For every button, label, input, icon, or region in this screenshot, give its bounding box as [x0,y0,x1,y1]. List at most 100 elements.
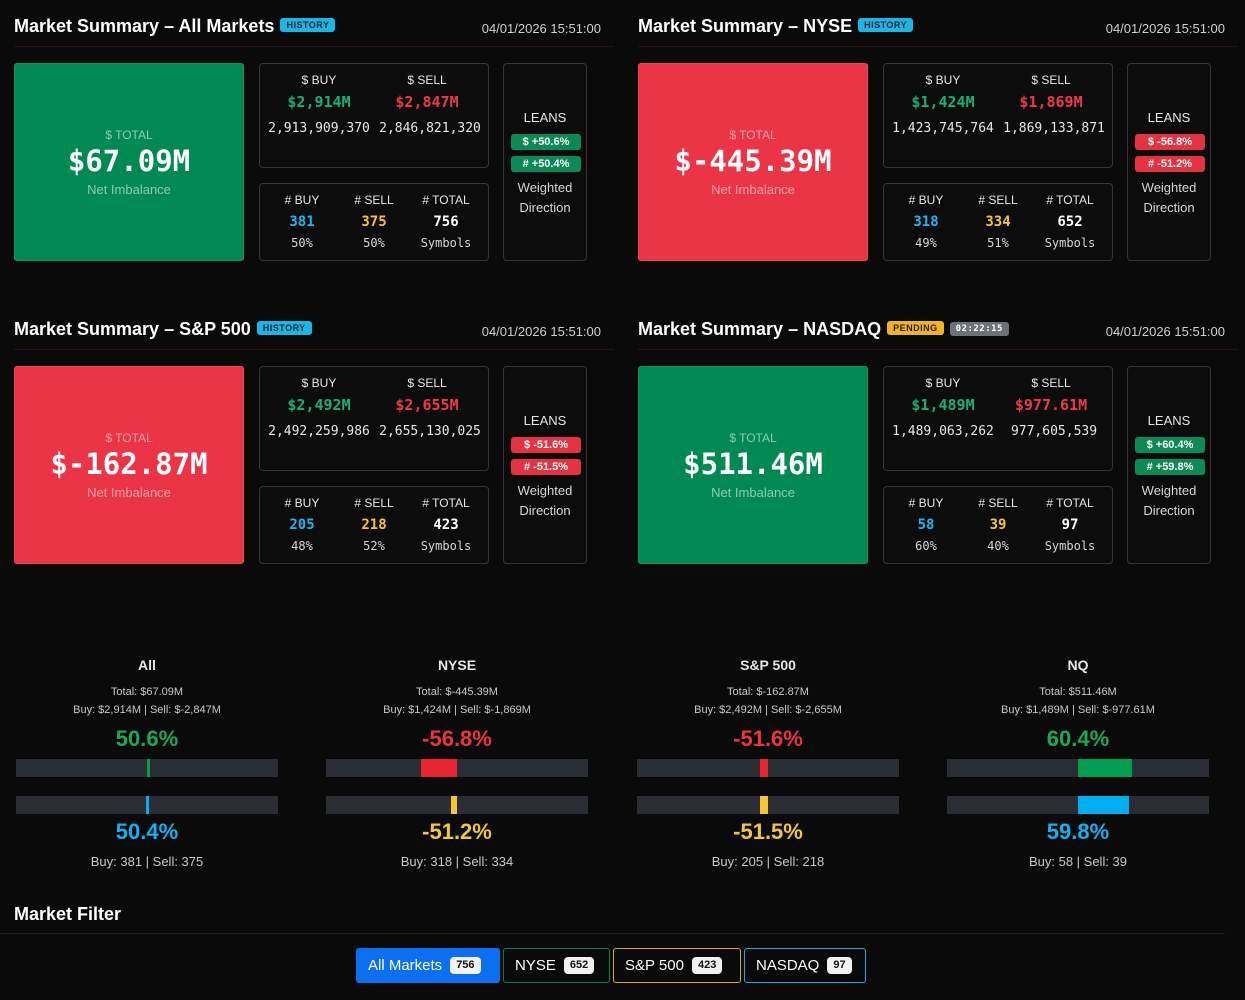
gauge-name: All [138,657,156,673]
divider [14,46,614,47]
net-imbalance-label: Net Imbalance [711,485,795,500]
count-total: 652 [1057,214,1083,230]
panel-header: Market Summary – NYSE HISTORY 04/01/2026 … [638,0,1225,36]
lean-count-badge: # +50.4% [511,156,581,172]
count-sell: 39 [989,517,1007,533]
count-sell: 218 [361,517,387,533]
total-value: $67.09M [67,144,191,178]
count-lean-bar [947,796,1209,814]
filter-sp500-button[interactable]: S&P 500 423 [613,948,741,983]
weighted-direction-label: Weighted Direction [517,483,573,518]
count-lean-fill [1078,796,1130,814]
lean-count-badge: # -51.5% [511,459,581,475]
buy-amount-label: $ BUY [925,376,961,390]
count-total: 97 [1061,517,1079,533]
pct-buy: 50% [291,236,313,250]
leans-card: LEANS $ -51.6% # -51.5% Weighted Directi… [503,366,587,564]
timestamp: 04/01/2026 15:51:00 [481,324,601,339]
lean-dollar-badge: $ +50.6% [511,134,581,150]
count-buy: 58 [917,517,935,533]
lean-dollar-badge: $ -51.6% [511,437,581,453]
dollar-card: $ BUY $ SELL $2,914M $2,847M 2,913,909,3… [259,63,489,168]
count-lean-fill [450,796,457,814]
count-buy-label: # BUY [908,193,944,207]
gauge-dollar-pct: -56.8% [422,726,492,751]
timestamp: 04/01/2026 15:51:00 [1105,324,1225,339]
net-imbalance-label: Net Imbalance [711,182,795,197]
dollar-card: $ BUY $ SELL $1,489M $977.61M 1,489,063,… [883,366,1113,471]
count-sell-label: # SELL [354,496,394,510]
dollar-lean-bar [947,759,1209,777]
buy-amount: $2,492M [287,396,351,414]
filter-label: S&P 500 [625,957,684,974]
filter-count-badge: 97 [827,957,852,974]
count-sell-label: # SELL [354,193,394,207]
buy-exact: 2,913,909,370 [268,121,370,136]
total-value: $-162.87M [50,447,208,481]
count-card: # BUY # SELL # TOTAL 381 375 756 50% 50%… [259,183,489,261]
filter-all-markets-button[interactable]: All Markets 756 [356,948,500,983]
count-sell-label: # SELL [978,193,1018,207]
gauge-counts: Buy: 58 | Sell: 39 [1028,854,1128,869]
lean-dollar-badge: $ -56.8% [1135,134,1205,150]
sell-amount: $2,655M [395,396,459,414]
net-imbalance-box: $ TOTAL $511.46M Net Imbalance [638,366,868,564]
total-label: $ TOTAL [105,431,153,445]
count-lean-bar [326,796,588,814]
panel-title: Market Summary – S&P 500 HISTORY [14,319,312,340]
filter-nyse-button[interactable]: NYSE 652 [503,948,610,983]
history-badge[interactable]: HISTORY [858,18,914,32]
gauge-name: S&P 500 [740,657,796,673]
history-badge[interactable]: HISTORY [256,321,312,335]
pct-buy: 48% [291,539,313,553]
panel-title: Market Summary – NASDAQ PENDING 02:22:15 [638,319,1009,340]
divider [638,46,1238,47]
leans-card: LEANS $ -56.8% # -51.2% Weighted Directi… [1127,63,1211,261]
weighted-direction-label: Weighted Direction [1141,180,1197,215]
dollar-lean-fill [421,759,457,777]
count-sell: 375 [361,214,387,230]
filter-nasdaq-button[interactable]: NASDAQ 97 [744,948,866,983]
symbols-label: Symbols [420,539,472,553]
filter-label: NYSE [515,957,556,974]
sell-amount-label: $ SELL [407,376,447,390]
count-total-label: # TOTAL [422,496,470,510]
gauge-all: All Total: $67.09M Buy: $2,914M | Sell: … [16,655,278,870]
gauge-counts: Buy: 381 | Sell: 375 [90,854,204,869]
pending-badge: PENDING [887,321,944,335]
filter-count-badge: 652 [563,957,595,974]
total-value: $-445.39M [674,144,832,178]
count-total: 423 [433,517,459,533]
history-badge[interactable]: HISTORY [280,18,336,32]
symbols-label: Symbols [1044,539,1096,553]
pct-buy: 49% [915,236,937,250]
gauge-count-pct: 59.8% [1046,819,1110,844]
count-total-label: # TOTAL [1046,193,1094,207]
weighted-direction-label: Weighted Direction [1141,483,1197,518]
count-lean-bar [16,796,278,814]
divider [638,349,1238,350]
total-label: $ TOTAL [729,431,777,445]
sell-exact: 2,846,821,320 [379,121,481,136]
sell-amount-label: $ SELL [407,73,447,87]
buy-exact: 2,492,259,986 [268,424,370,439]
gauge-name: NYSE [437,657,477,673]
gauge-buy-sell: Buy: $1,424M | Sell: $-1,869M [383,704,531,716]
count-card: # BUY # SELL # TOTAL 205 218 423 48% 52%… [259,486,489,564]
net-imbalance-label: Net Imbalance [87,182,171,197]
gauge-total: Total: $511.46M [1039,686,1117,698]
panel-nyse: Market Summary – NYSE HISTORY 04/01/2026 … [638,0,1238,262]
buy-amount: $1,489M [911,396,975,414]
leans-card: LEANS $ +50.6% # +50.4% Weighted Directi… [503,63,587,261]
count-buy-label: # BUY [284,193,320,207]
lean-count-badge: # +59.8% [1135,459,1205,475]
lean-dollar-badge: $ +60.4% [1135,437,1205,453]
gauge-counts: Buy: 205 | Sell: 218 [711,854,825,869]
buy-exact: 1,423,745,764 [892,121,994,136]
net-imbalance-box: $ TOTAL $-445.39M Net Imbalance [638,63,868,261]
panel-title: Market Summary – All Markets HISTORY [14,16,336,37]
gauge-name: NQ [1067,657,1089,673]
panel-header: Market Summary – NASDAQ PENDING 02:22:15 0… [638,303,1225,339]
sell-amount: $1,869M [1019,93,1083,111]
dollar-card: $ BUY $ SELL $2,492M $2,655M 2,492,259,9… [259,366,489,471]
